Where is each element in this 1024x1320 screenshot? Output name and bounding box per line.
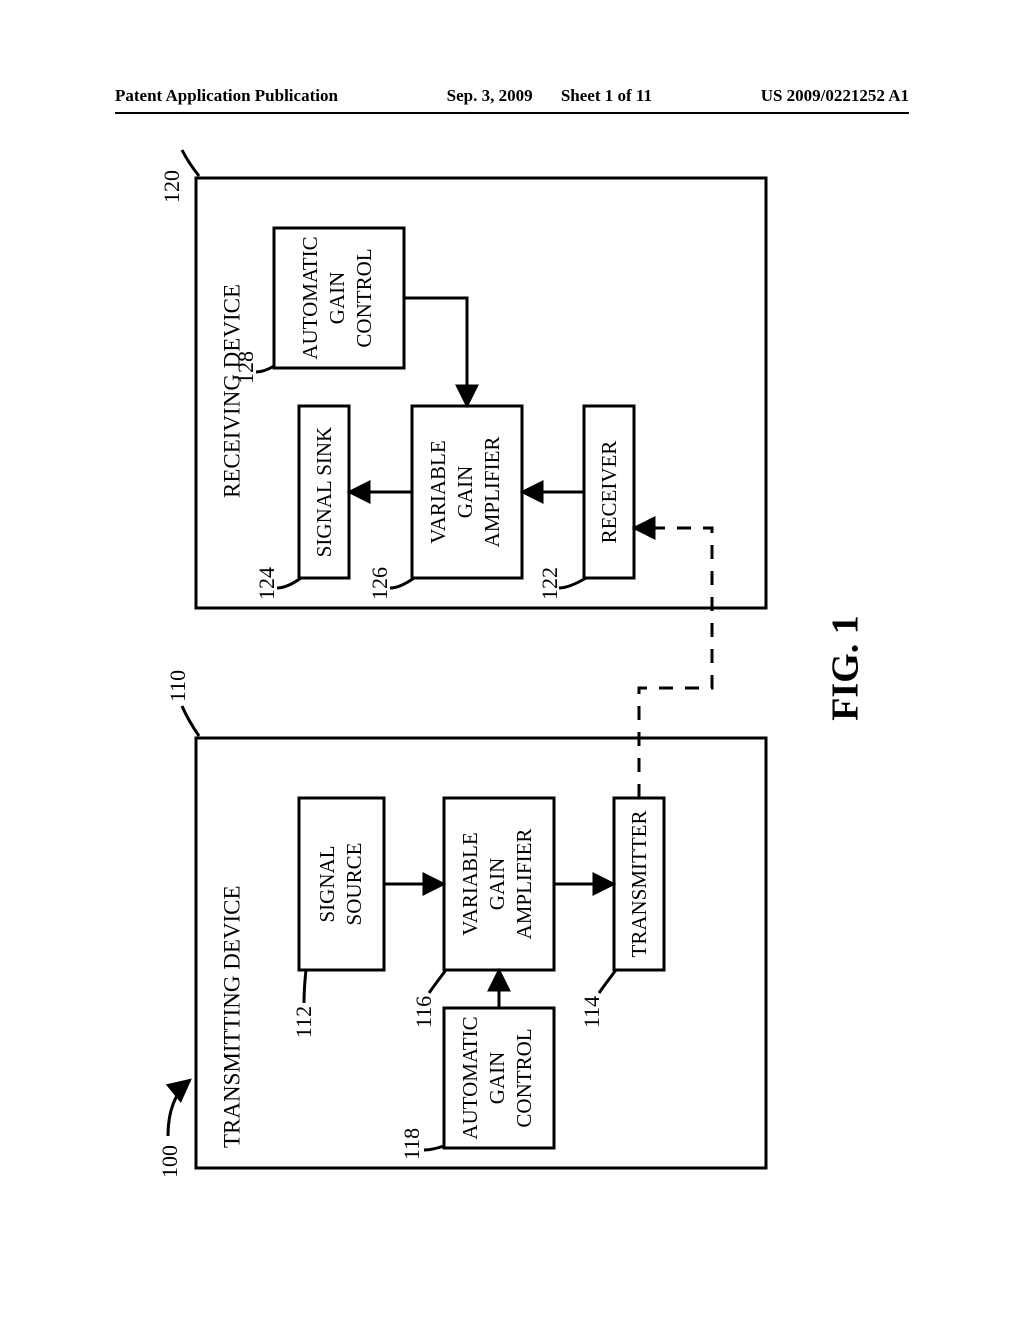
leader-128 <box>256 366 274 372</box>
ref-112: 112 <box>291 1006 316 1038</box>
figure-1-diagram: 100 TRANSMITTING DEVICE 110 SIGNAL SOURC… <box>154 148 884 1188</box>
transmitter-label: TRANSMITTER <box>627 811 651 958</box>
header-left: Patent Application Publication <box>115 86 338 106</box>
ref-100: 100 <box>157 1145 182 1178</box>
signal-sink-label: SIGNAL SINK <box>312 427 336 557</box>
ref-116: 116 <box>411 996 436 1028</box>
link-tx-to-rx <box>634 528 712 798</box>
header-sheet: Sheet 1 of 11 <box>561 86 652 106</box>
rx-agc-l3: CONTROL <box>352 248 376 347</box>
signal-source-l1: SIGNAL <box>315 846 339 923</box>
tx-vga-l2: GAIN <box>485 858 509 911</box>
leader-126 <box>390 578 414 588</box>
ref-126: 126 <box>367 567 392 600</box>
tx-agc-l1: AUTOMATIC <box>458 1016 482 1139</box>
transmitting-device-title: TRANSMITTING DEVICE <box>219 885 244 1148</box>
tx-agc-l2: GAIN <box>485 1052 509 1105</box>
rx-agc-l2: GAIN <box>325 272 349 325</box>
rx-vga-l3: AMPLIFIER <box>480 437 504 548</box>
leader-118 <box>424 1146 444 1150</box>
leader-120 <box>182 150 199 176</box>
ref-122: 122 <box>537 567 562 600</box>
rx-vga-l2: GAIN <box>453 466 477 519</box>
receiving-device-title: RECEIVING DEVICE <box>219 284 244 498</box>
header-date: Sep. 3, 2009 <box>447 86 533 106</box>
ref-124: 124 <box>254 567 279 600</box>
signal-source-l2: SOURCE <box>342 843 366 926</box>
ref-114: 114 <box>579 996 604 1028</box>
leader-112 <box>304 970 306 1003</box>
tx-vga-l3: AMPLIFIER <box>512 829 536 940</box>
ref-110: 110 <box>165 670 190 702</box>
leader-100 <box>168 1080 190 1136</box>
header-rule <box>115 112 909 114</box>
tx-agc-l3: CONTROL <box>512 1028 536 1127</box>
header-pubno: US 2009/0221252 A1 <box>761 86 909 106</box>
arrow-agc-to-vga-rx <box>404 298 467 406</box>
leader-122 <box>559 578 586 588</box>
leader-116 <box>429 970 446 993</box>
figure-label: FIG. 1 <box>825 615 867 721</box>
patent-header: Patent Application Publication Sep. 3, 2… <box>115 86 909 106</box>
ref-128: 128 <box>233 351 258 384</box>
receiver-label: RECEIVER <box>597 441 621 544</box>
leader-124 <box>277 578 301 588</box>
ref-118: 118 <box>399 1128 424 1160</box>
tx-vga-l1: VARIABLE <box>458 832 482 935</box>
rx-agc-l1: AUTOMATIC <box>298 236 322 359</box>
leader-114 <box>599 970 616 993</box>
ref-120: 120 <box>159 170 184 203</box>
rx-vga-l1: VARIABLE <box>426 440 450 543</box>
leader-110 <box>182 706 199 736</box>
